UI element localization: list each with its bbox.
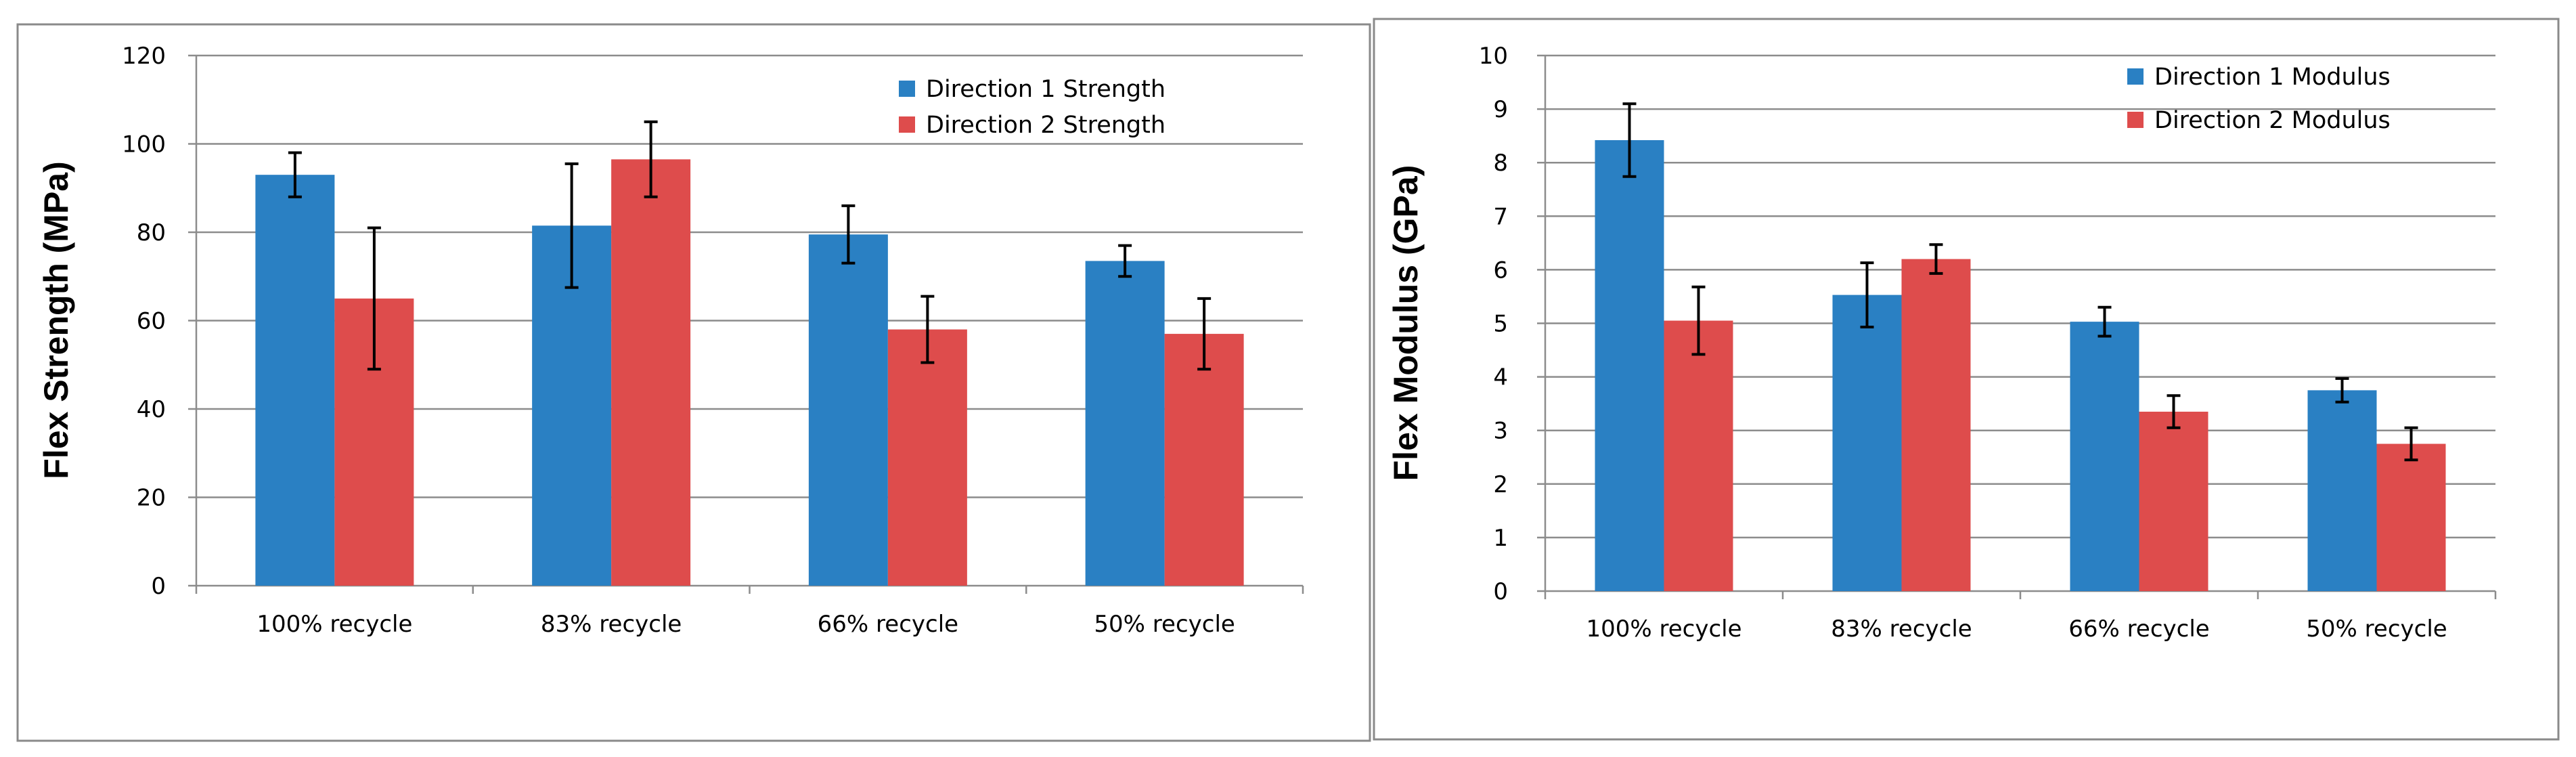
bar-direction1 [1085,261,1165,586]
legend-label: Direction 1 Modulus [2154,64,2391,91]
x-category-label: 100% recycle [1586,615,1741,643]
y-tick-label: 6 [1493,257,1508,284]
bar-direction2 [611,159,691,586]
y-tick-label: 1 [1493,525,1508,552]
legend-label: Direction 1 Strength [926,76,1165,103]
legend-label: Direction 2 Strength [926,112,1165,139]
legend-swatch [899,81,915,97]
y-tick-label: 10 [1479,43,1508,70]
chart-flex-strength: 0 20 40 60 80 100 120 100% recycle 83% recycle 66… [37,43,1304,638]
bar-direction1 [255,175,335,586]
y-tick-label: 8 [1493,150,1508,177]
x-category-label: 66% recycle [818,611,958,638]
y-tick-label: 3 [1493,418,1508,445]
y-tick-label: 0 [1493,578,1508,605]
legend-swatch [899,116,915,133]
y-axis-title: Flex Modulus (GPa) [1387,165,1425,481]
bar-direction1 [2070,322,2139,591]
y-tick-label: 40 [137,396,166,423]
bar-direction2 [887,329,967,586]
legend-swatch [2127,68,2144,85]
bar-direction2 [1901,259,1971,591]
x-category-label: 50% recycle [1094,611,1235,638]
y-tick-label: 4 [1493,364,1508,391]
x-category-label: 66% recycle [2068,615,2209,643]
bar-direction1 [1832,295,1902,591]
legend-label: Direction 2 Modulus [2154,107,2391,134]
bar-direction1 [2307,390,2377,591]
y-tick-label: 7 [1493,203,1508,230]
x-category-label: 100% recycle [257,611,412,638]
x-category-label: 83% recycle [1831,615,1972,643]
y-tick-label: 20 [137,485,166,512]
bar-direction2 [1164,334,1244,586]
bar-direction1 [808,234,888,586]
y-tick-label: 0 [151,573,166,600]
y-tick-label: 80 [137,219,166,246]
x-category-label: 50% recycle [2306,615,2447,643]
bar-direction2 [2139,412,2208,591]
y-tick-label: 9 [1493,96,1508,123]
y-tick-label: 2 [1493,471,1508,498]
bar-direction2 [1664,320,1733,591]
legend-swatch [2127,112,2144,128]
y-tick-label: 60 [137,308,166,335]
y-tick-label: 5 [1493,311,1508,338]
bar-direction2 [2376,444,2446,591]
y-axis-title: Flex Strength (MPa) [37,161,75,479]
y-tick-label: 120 [122,43,166,70]
chart-flex-modulus: 0 1 2 3 4 5 6 7 8 9 10 100% recycle 83% recycle 66% r… [1387,43,2497,643]
y-tick-label: 100 [122,131,166,158]
x-category-label: 83% recycle [541,611,682,638]
bar-direction1 [1595,139,1664,591]
